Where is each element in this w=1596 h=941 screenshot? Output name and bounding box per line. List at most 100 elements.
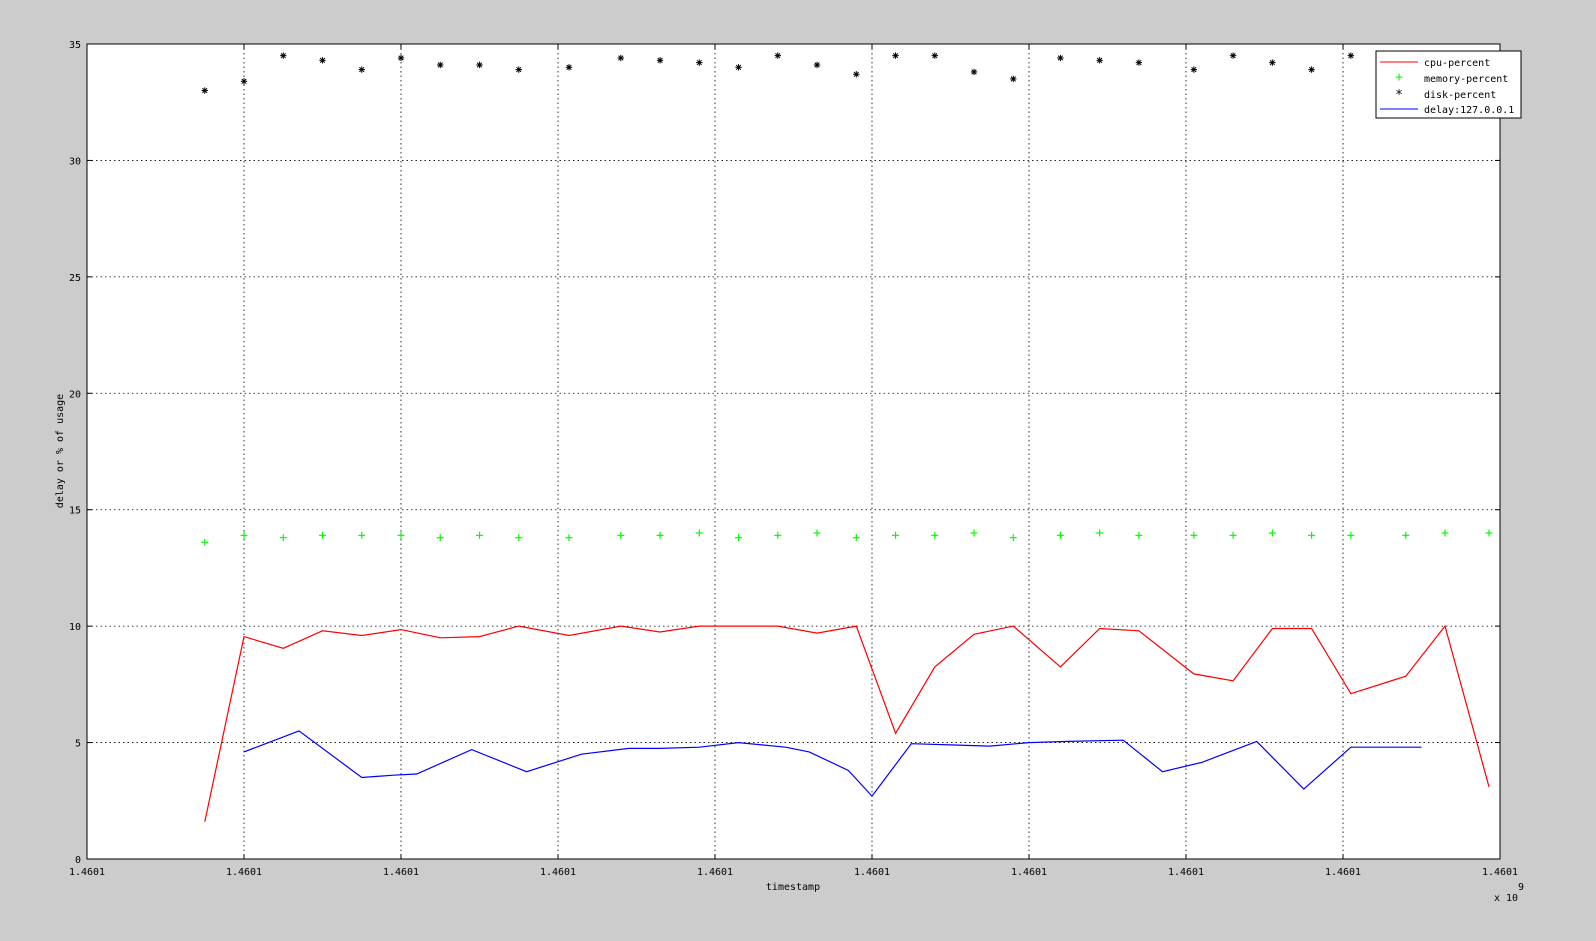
data-point-stroke	[1269, 59, 1276, 66]
data-point	[1135, 59, 1143, 66]
data-point	[1057, 54, 1064, 62]
plot-frame	[86, 43, 1501, 860]
data-point-stroke	[516, 66, 522, 73]
legend-label-cpu-percent: cpu-percent	[1424, 58, 1490, 69]
grid-lines	[87, 44, 1500, 859]
data-point	[565, 534, 573, 542]
legend-label-delay: delay:127.0.0.1	[1424, 105, 1514, 116]
data-point	[1308, 531, 1316, 539]
data-point	[319, 57, 326, 64]
data-point-stroke	[853, 71, 859, 77]
data-point	[1229, 531, 1237, 539]
data-point-stroke	[202, 87, 208, 94]
data-point-stroke	[319, 57, 326, 63]
data-point	[696, 59, 703, 66]
data-point	[240, 78, 248, 85]
data-point	[436, 534, 444, 542]
series-memory-percent	[201, 529, 1493, 546]
data-point	[813, 529, 821, 537]
data-point	[476, 531, 483, 539]
data-point-stroke	[1308, 66, 1315, 73]
data-point-stroke	[1136, 59, 1142, 66]
y-tick-label: 25	[69, 273, 81, 284]
data-point	[319, 531, 326, 539]
data-point	[1441, 529, 1449, 537]
data-point	[1056, 531, 1064, 539]
data-point	[931, 52, 938, 59]
x-tick-label: 1.4601	[1325, 867, 1361, 878]
data-point	[279, 534, 287, 542]
x-tick-label: 1.4601	[226, 867, 262, 878]
legend-entry-disk-percent: * disk-percent	[1395, 88, 1496, 103]
data-point	[735, 534, 743, 542]
data-point	[565, 64, 573, 71]
legend: cpu-percent + memory-percent * disk-perc…	[1375, 50, 1522, 119]
plot-area	[87, 44, 1500, 859]
axis-ticks: 1.4601 1.4601 1.4601 1.4601 1.4601 1.4601 1.46…	[69, 40, 1518, 878]
data-point-stroke	[437, 62, 443, 68]
legend-label-disk-percent: disk-percent	[1424, 90, 1496, 101]
data-point-stroke	[1010, 76, 1016, 82]
data-point	[1010, 75, 1017, 83]
y-tick-label: 30	[69, 156, 81, 167]
data-point	[1308, 66, 1315, 73]
x-tick-label: 1.4601	[854, 867, 890, 878]
data-point-stroke	[1348, 52, 1354, 59]
data-point	[695, 529, 703, 537]
x-tick-label: 1.4601	[1011, 867, 1047, 878]
data-point	[515, 66, 522, 73]
data-point	[1485, 529, 1493, 537]
data-point	[774, 531, 782, 539]
data-point	[931, 531, 939, 539]
data-point	[1009, 534, 1017, 542]
x-tick-label: 1.4601	[697, 867, 733, 878]
data-point-stroke	[735, 64, 742, 70]
series-disk-percent	[201, 52, 1355, 94]
y-tick-label: 5	[75, 739, 81, 750]
data-point	[617, 531, 625, 539]
data-point-stroke	[814, 62, 820, 68]
data-point	[1269, 59, 1276, 66]
data-point	[1347, 52, 1355, 59]
data-point	[201, 538, 209, 546]
data-point	[201, 87, 208, 94]
series-cpu-percent	[204, 624, 1490, 822]
data-point-stroke	[359, 66, 365, 73]
data-point-stroke	[971, 69, 977, 75]
data-point	[397, 531, 405, 539]
data-point-stroke	[932, 52, 938, 59]
data-point	[656, 57, 664, 64]
x-tick-label: 1.4601	[1482, 867, 1518, 878]
data-point	[437, 61, 444, 69]
y-axis-label: delay or % of usage	[55, 394, 66, 508]
data-point	[813, 61, 821, 69]
data-point	[1268, 529, 1276, 537]
legend-entry-memory-percent: + memory-percent	[1395, 70, 1508, 85]
legend-entry-delay: delay:127.0.0.1	[1380, 105, 1514, 116]
data-point-stroke	[1230, 52, 1236, 59]
legend-label-memory-percent: memory-percent	[1424, 74, 1508, 85]
series-line-cpu-percent	[204, 624, 1490, 822]
x-multiplier-exponent: 9	[1518, 882, 1524, 893]
x-axis-label: timestamp	[766, 882, 820, 893]
data-point	[617, 54, 624, 62]
data-point	[240, 531, 248, 539]
data-point	[852, 534, 860, 542]
legend-swatch-memory-percent: +	[1395, 70, 1403, 85]
data-point	[280, 52, 287, 59]
data-point-stroke	[476, 62, 483, 68]
data-point	[1347, 531, 1355, 539]
data-point-stroke	[1191, 66, 1197, 73]
data-point	[735, 64, 742, 71]
data-point-stroke	[241, 78, 247, 84]
y-tick-label: 10	[69, 622, 81, 633]
data-point	[656, 531, 664, 539]
legend-entry-cpu-percent: cpu-percent	[1380, 58, 1490, 69]
x-tick-label: 1.4601	[383, 867, 419, 878]
data-point	[1190, 66, 1198, 73]
x-tick-label: 1.4601	[69, 867, 105, 878]
x-multiplier-base: x 10	[1494, 893, 1518, 904]
data-series	[201, 52, 1493, 822]
series-line-delay-127-0-0-1	[243, 730, 1422, 798]
